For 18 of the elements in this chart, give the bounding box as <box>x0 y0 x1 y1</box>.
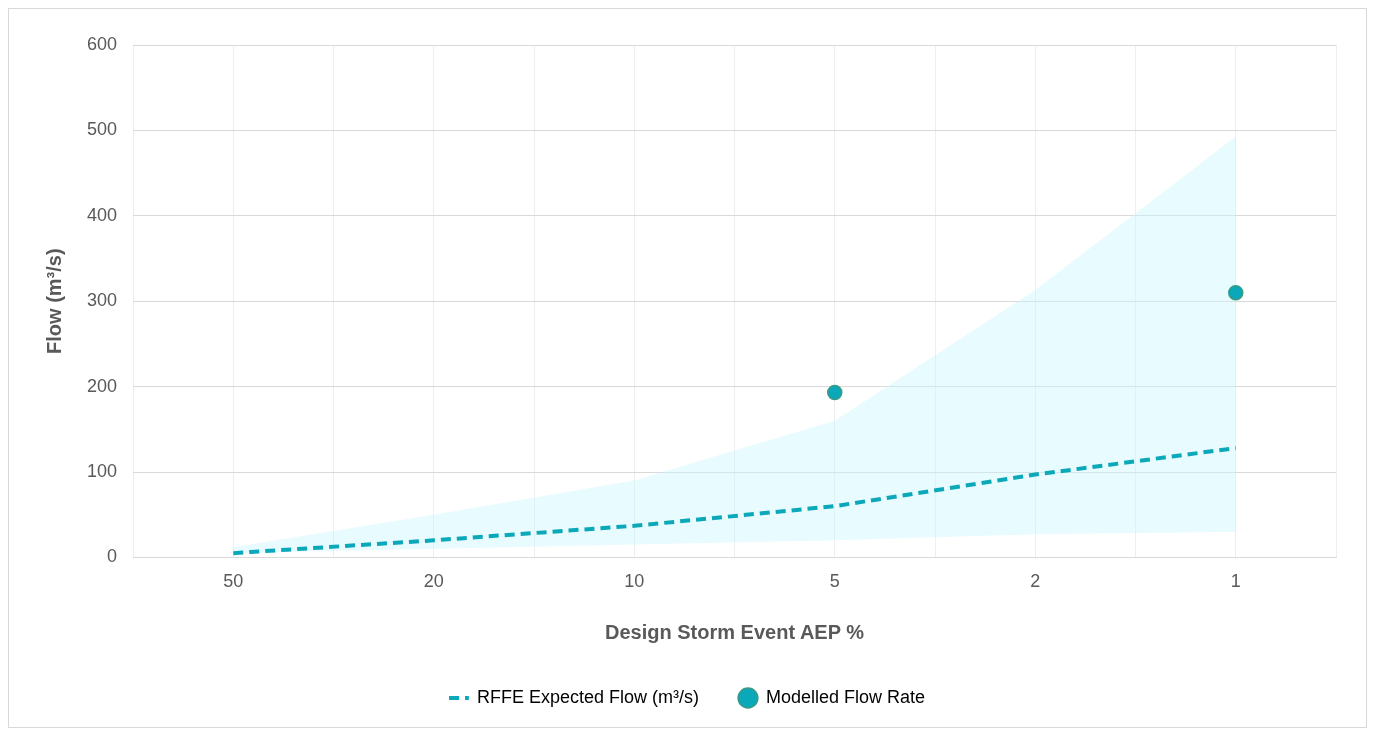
y-tick-label: 500 <box>86 119 118 140</box>
x-axis-title: Design Storm Event AEP % <box>605 620 865 643</box>
y-tick-label: 200 <box>86 375 118 396</box>
x-tick-label: 2 <box>1030 571 1041 592</box>
y-tick-label: 400 <box>86 204 118 225</box>
y-tick-label: 100 <box>86 460 118 481</box>
y-axis-title: Flow (m³/s) <box>42 248 65 354</box>
line-series <box>231 446 1238 556</box>
y-tick-label: 300 <box>86 290 118 311</box>
x-tick-label: 1 <box>1230 571 1241 592</box>
y-tick-label: 600 <box>86 33 118 54</box>
y-tick-label: 0 <box>107 546 118 567</box>
legend-label: Modelled Flow Rate <box>765 686 926 707</box>
x-tick-label: 10 <box>624 571 645 592</box>
x-tick-label: 5 <box>829 571 840 592</box>
x-tick-label: 20 <box>423 571 444 592</box>
x-tick-label: 50 <box>223 571 244 592</box>
legend-label: RFFE Expected Flow (m³/s) <box>476 686 699 707</box>
